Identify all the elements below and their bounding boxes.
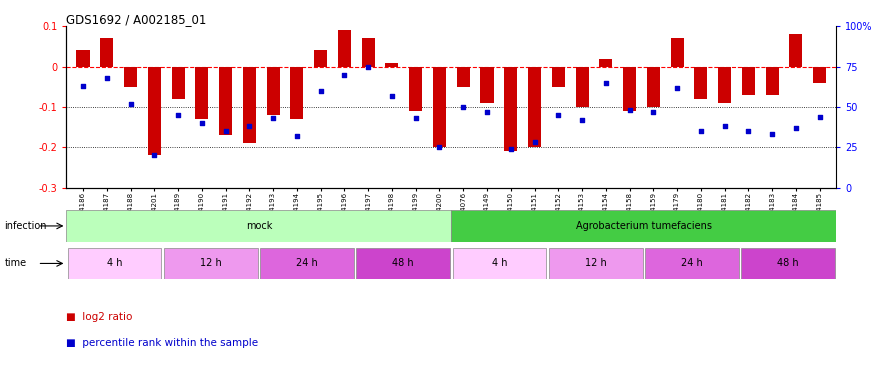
- Text: 12 h: 12 h: [200, 258, 221, 268]
- Text: 48 h: 48 h: [392, 258, 414, 268]
- Bar: [551, 67, 565, 87]
- Point: [456, 104, 470, 110]
- Bar: [549, 248, 643, 279]
- Point: [123, 100, 138, 106]
- Bar: [575, 67, 589, 107]
- Text: 48 h: 48 h: [777, 258, 799, 268]
- Bar: [433, 67, 446, 147]
- Point: [171, 112, 185, 118]
- Bar: [623, 67, 636, 111]
- Point: [527, 140, 542, 146]
- Bar: [647, 67, 660, 107]
- Point: [812, 114, 827, 120]
- Point: [646, 109, 660, 115]
- Point: [266, 115, 281, 121]
- Point: [76, 83, 90, 89]
- Point: [551, 112, 566, 118]
- Bar: [124, 67, 137, 87]
- Point: [195, 120, 209, 126]
- Point: [433, 144, 447, 150]
- Bar: [599, 58, 612, 67]
- Text: 12 h: 12 h: [585, 258, 606, 268]
- Text: mock: mock: [246, 221, 272, 231]
- Point: [337, 72, 351, 78]
- Text: 24 h: 24 h: [296, 258, 318, 268]
- Bar: [362, 38, 374, 67]
- Text: ■  percentile rank within the sample: ■ percentile rank within the sample: [66, 338, 258, 348]
- Text: GDS1692 / A002185_01: GDS1692 / A002185_01: [66, 13, 207, 26]
- Bar: [766, 67, 779, 95]
- Bar: [219, 67, 232, 135]
- Point: [361, 63, 375, 70]
- Point: [147, 152, 161, 158]
- Point: [765, 131, 780, 137]
- Bar: [172, 67, 185, 99]
- Bar: [385, 63, 398, 67]
- Bar: [742, 248, 835, 279]
- Point: [313, 88, 327, 94]
- Bar: [290, 67, 304, 119]
- Bar: [196, 67, 208, 119]
- Bar: [409, 67, 422, 111]
- Bar: [671, 38, 683, 67]
- Text: ■  log2 ratio: ■ log2 ratio: [66, 312, 133, 322]
- Point: [385, 93, 399, 99]
- Point: [100, 75, 114, 81]
- Point: [575, 117, 589, 123]
- Bar: [314, 51, 327, 67]
- Point: [694, 128, 708, 134]
- Bar: [164, 248, 258, 279]
- Bar: [66, 210, 451, 242]
- Text: 4 h: 4 h: [107, 258, 122, 268]
- Text: time: time: [4, 258, 27, 268]
- Point: [480, 109, 494, 115]
- Point: [409, 115, 423, 121]
- Bar: [260, 248, 354, 279]
- Point: [289, 133, 304, 139]
- Bar: [67, 248, 161, 279]
- Point: [789, 125, 803, 131]
- Point: [599, 80, 613, 86]
- Text: 24 h: 24 h: [681, 258, 703, 268]
- Bar: [100, 38, 113, 67]
- Point: [242, 123, 257, 129]
- Bar: [742, 67, 755, 95]
- Bar: [357, 248, 450, 279]
- Bar: [504, 67, 518, 151]
- Bar: [452, 248, 546, 279]
- Bar: [451, 210, 836, 242]
- Bar: [695, 67, 707, 99]
- Bar: [528, 67, 541, 147]
- Bar: [148, 67, 161, 155]
- Bar: [645, 248, 739, 279]
- Bar: [813, 67, 827, 83]
- Text: Agrobacterium tumefaciens: Agrobacterium tumefaciens: [576, 221, 712, 231]
- Bar: [481, 67, 494, 103]
- Bar: [266, 67, 280, 115]
- Point: [219, 128, 233, 134]
- Bar: [242, 67, 256, 143]
- Bar: [789, 34, 803, 67]
- Text: 4 h: 4 h: [492, 258, 507, 268]
- Point: [742, 128, 756, 134]
- Bar: [338, 30, 351, 67]
- Bar: [457, 67, 470, 87]
- Bar: [76, 51, 89, 67]
- Point: [718, 123, 732, 129]
- Point: [670, 84, 684, 90]
- Point: [622, 107, 636, 113]
- Bar: [718, 67, 731, 103]
- Point: [504, 146, 518, 152]
- Text: infection: infection: [4, 221, 47, 231]
